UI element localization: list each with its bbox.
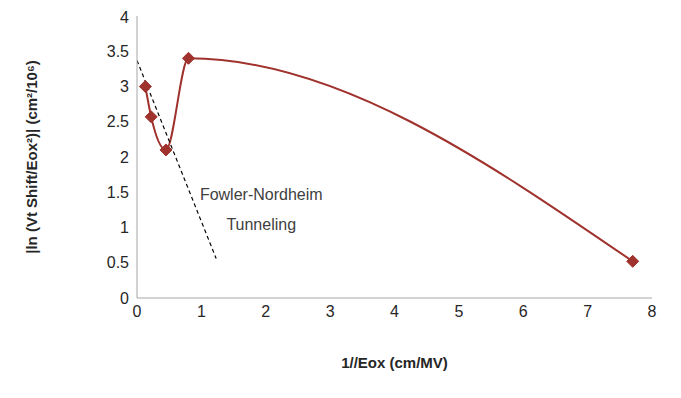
svg-text:2.5: 2.5 <box>107 113 129 130</box>
svg-text:1//Eox (cm/MV): 1//Eox (cm/MV) <box>341 354 448 371</box>
svg-text:3: 3 <box>120 78 129 95</box>
svg-text:7: 7 <box>583 303 592 320</box>
svg-text:1: 1 <box>120 219 129 236</box>
svg-text:3: 3 <box>326 303 335 320</box>
svg-text:3.5: 3.5 <box>107 43 129 60</box>
svg-text:0: 0 <box>120 290 129 307</box>
svg-text:2: 2 <box>120 149 129 166</box>
svg-text:5: 5 <box>454 303 463 320</box>
svg-text:4: 4 <box>390 303 399 320</box>
svg-text:|ln (Vt Shift/Eox²)| (cm²/10⁶): |ln (Vt Shift/Eox²)| (cm²/10⁶) <box>23 60 40 254</box>
svg-text:6: 6 <box>519 303 528 320</box>
svg-text:Fowler-NordheimTunneling: Fowler-NordheimTunneling <box>200 186 323 233</box>
svg-text:1: 1 <box>197 303 206 320</box>
svg-text:8: 8 <box>648 303 657 320</box>
svg-text:0: 0 <box>133 303 142 320</box>
svg-text:4: 4 <box>120 9 129 26</box>
svg-text:0.5: 0.5 <box>107 254 129 271</box>
svg-text:1.5: 1.5 <box>107 184 129 201</box>
svg-text:2: 2 <box>261 303 270 320</box>
